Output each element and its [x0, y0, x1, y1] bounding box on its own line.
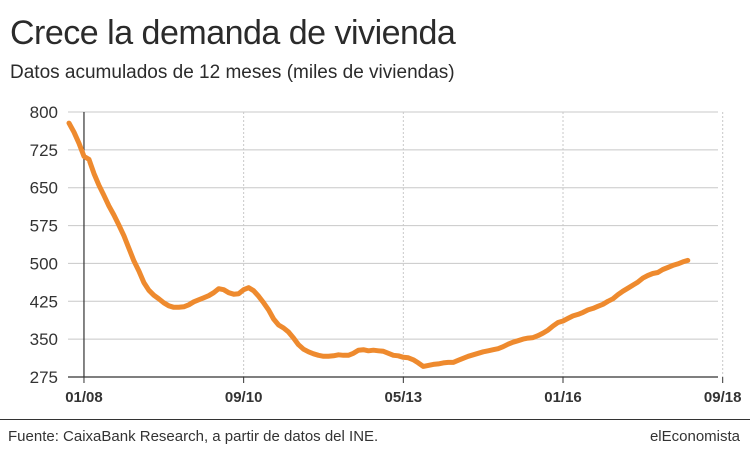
- series-line: [66, 120, 691, 369]
- y-tick-label: 275: [30, 368, 58, 387]
- x-tick-label: 01/16: [544, 389, 582, 406]
- y-tick-label: 575: [30, 217, 58, 236]
- y-tick-label: 425: [30, 292, 58, 311]
- y-tick-label: 350: [30, 330, 58, 349]
- x-tick-label: 09/10: [225, 389, 263, 406]
- y-tick-label: 500: [30, 254, 58, 273]
- chart-title: Crece la demanda de vivienda: [10, 14, 456, 52]
- footer-divider: [0, 419, 750, 420]
- x-tick-label: 05/13: [385, 389, 423, 406]
- x-tick-label: 01/08: [65, 389, 103, 406]
- y-tick-label: 650: [30, 179, 58, 198]
- chart-subtitle: Datos acumulados de 12 meses (miles de v…: [10, 62, 455, 83]
- brand-logo-text: elEconomista: [649, 428, 740, 445]
- y-tick-label: 800: [30, 103, 58, 122]
- x-tick-label: 09/18: [704, 389, 742, 406]
- source-note: Fuente: CaixaBank Research, a partir de …: [8, 428, 379, 445]
- y-tick-label: 725: [30, 141, 58, 160]
- line-chart: 275 350 425 500 575 650 725 800 01/08 09/10 05/13 0…: [30, 103, 742, 406]
